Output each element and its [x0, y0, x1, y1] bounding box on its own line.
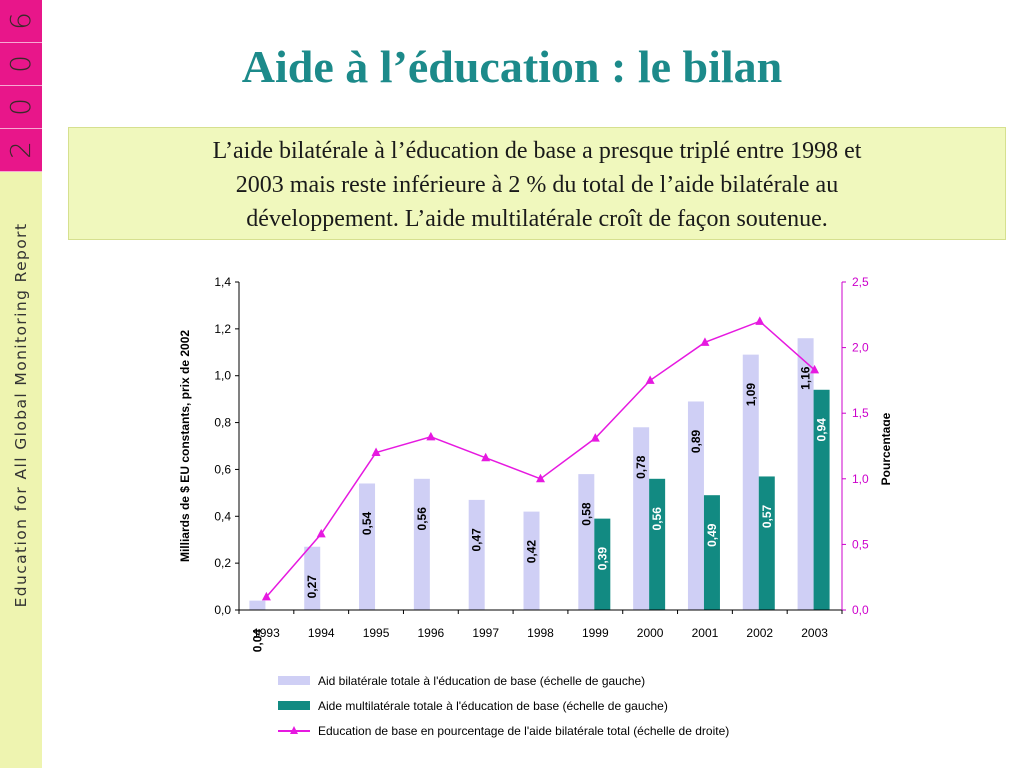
percentage-marker	[755, 316, 765, 325]
percentage-marker	[536, 473, 545, 483]
bar-value-label: 0,56	[650, 507, 664, 531]
percentage-line	[265, 320, 816, 598]
legend-item-percentage: Education de base en pourcentage de l'ai…	[278, 718, 729, 743]
legend-label: Education de base en pourcentage de l'ai…	[318, 723, 730, 738]
right-tick-label: 1,5	[852, 406, 869, 420]
percentage-marker	[700, 337, 710, 346]
combo-chart: 0,0 0,2 0,4 0,6 0,8 1,0 1,2 1,4 0,0 0,5 1,0 1,5 2,0 2…	[178, 275, 890, 653]
percentage-marker	[261, 591, 271, 601]
left-tick-label: 0,2	[214, 556, 231, 570]
left-tick-label: 1,4	[214, 275, 231, 289]
right-tick-label: 0,0	[852, 603, 869, 617]
left-tick-label: 0,6	[214, 462, 231, 476]
sidebar-band: 6 0 0 2 Education for All Global Monitor…	[0, 0, 42, 768]
x-tick-label: 2000	[637, 626, 664, 640]
bar-bilateral	[468, 499, 485, 610]
bar-bilateral	[578, 474, 595, 610]
x-tick-label: 1999	[582, 626, 609, 640]
legend-item-bilateral: Aid bilatérale totale à l'éducation de b…	[278, 668, 729, 693]
x-tick-label: 2003	[801, 626, 828, 640]
y2-axis-title: Pourcentage	[879, 412, 890, 485]
slide-title: Aide à l’éducation : le bilan	[241, 41, 783, 92]
y-axis-title: Milliards de $ EU constants, prix de 200…	[178, 330, 192, 562]
legend-item-multilateral: Aide multilatérale totale à l'éducation …	[278, 693, 729, 718]
right-tick-label: 0,5	[852, 537, 869, 551]
x-tick-label: 1998	[527, 626, 554, 640]
bar-bilateral	[742, 354, 759, 610]
left-tick-label: 0,0	[214, 603, 231, 617]
intro-line: L’aide bilatérale à l’éducation de base …	[212, 138, 862, 164]
bar-value-label: 0,04	[250, 629, 264, 653]
x-tick-label: 2001	[692, 626, 719, 640]
bar-value-label: 0,47	[470, 528, 484, 552]
percentage-marker	[481, 452, 491, 462]
year-digit-box: 0	[0, 43, 42, 86]
percentage-marker	[426, 431, 436, 441]
year-digit: 6	[3, 12, 37, 30]
year-digit: 2	[3, 141, 37, 159]
percentage-marker	[810, 364, 820, 374]
percentage-marker	[371, 447, 381, 457]
bar-bilateral	[249, 600, 266, 610]
bar-bilateral	[413, 478, 430, 610]
x-tick-label: 1995	[363, 626, 390, 640]
bar-multilateral	[758, 476, 775, 610]
year-digit-box: 2	[0, 129, 42, 172]
bar-bilateral	[359, 483, 376, 610]
legend-swatch-bilateral	[278, 676, 310, 685]
bar-multilateral	[813, 389, 830, 610]
year-digit-box: 6	[0, 0, 42, 43]
bar-multilateral	[649, 478, 666, 610]
legend-swatch-multilateral	[278, 701, 310, 710]
bar-bilateral	[797, 338, 814, 610]
report-name-vertical: Education for All Global Monitoring Repo…	[12, 222, 30, 608]
intro-line: développement. L’aide multilatérale croî…	[246, 206, 828, 232]
bar-value-label: 0,58	[579, 502, 593, 526]
x-tick-label: 1996	[418, 626, 445, 640]
chart-legend: Aid bilatérale totale à l'éducation de b…	[278, 668, 729, 743]
bar-value-label: 0,54	[360, 511, 374, 535]
bar-bilateral	[633, 427, 650, 610]
year-digit: 0	[3, 98, 37, 116]
left-tick-label: 1,0	[214, 369, 231, 383]
bar-value-label: 0,39	[595, 547, 609, 571]
bar-bilateral	[304, 546, 321, 610]
intro-text-box: L’aide bilatérale à l’éducation de base …	[68, 127, 1006, 240]
x-tick-label: 1997	[472, 626, 499, 640]
bar-value-label: 0,78	[634, 455, 648, 479]
bar-bilateral	[523, 511, 540, 610]
right-tick-label: 2,5	[852, 275, 869, 289]
bar-multilateral	[594, 518, 611, 610]
percentage-marker	[316, 528, 326, 538]
intro-line: 2003 mais reste inférieure à 2 % du tota…	[235, 172, 839, 198]
legend-swatch-percentage	[278, 726, 310, 735]
left-tick-label: 1,2	[214, 322, 231, 336]
bar-multilateral	[703, 495, 720, 610]
right-tick-label: 2,0	[852, 341, 869, 355]
x-tick-label: 1993	[253, 626, 280, 640]
bar-value-label: 0,57	[760, 504, 774, 528]
x-tick-label: 2002	[746, 626, 773, 640]
bar-value-label: 0,94	[815, 418, 829, 442]
x-tick-label: 1994	[308, 626, 335, 640]
year-digit-box: 0	[0, 86, 42, 129]
bar-value-label: 0,49	[705, 523, 719, 547]
legend-label: Aid bilatérale totale à l'éducation de b…	[318, 673, 646, 688]
left-tick-label: 0,4	[214, 509, 231, 523]
bar-value-label: 0,27	[305, 575, 319, 599]
bar-bilateral	[687, 401, 704, 610]
percentage-marker	[590, 433, 600, 442]
bar-value-label: 1,16	[799, 366, 813, 390]
legend-label: Aide multilatérale totale à l'éducation …	[318, 698, 668, 713]
bar-value-label: 0,56	[415, 507, 429, 531]
bar-value-label: 0,89	[689, 429, 703, 453]
right-tick-label: 1,0	[852, 472, 869, 486]
bar-value-label: 0,42	[525, 540, 539, 564]
bar-value-label: 1,09	[744, 383, 758, 407]
left-tick-label: 0,8	[214, 416, 231, 430]
percentage-marker	[645, 375, 655, 384]
